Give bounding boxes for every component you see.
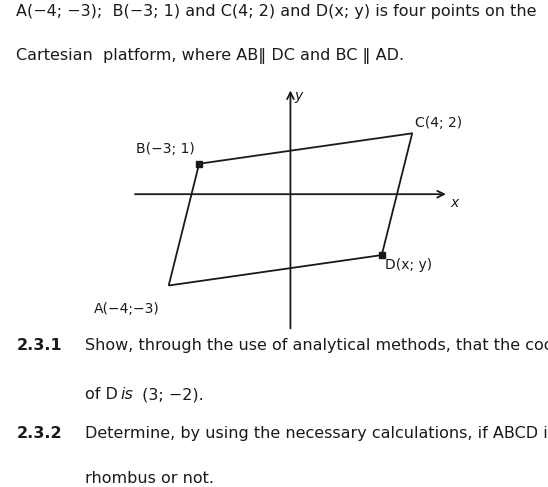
Text: y: y [294,89,302,103]
Text: Cartesian  platform, where AB‖ DC and BC ‖ AD.: Cartesian platform, where AB‖ DC and BC … [16,48,404,64]
Text: B(−3; 1): B(−3; 1) [136,142,195,156]
Text: 2.3.2: 2.3.2 [16,426,62,441]
Text: (3; −2).: (3; −2). [137,387,204,402]
Text: A(−4; −3);  B(−3; 1) and C(4; 2) and D(x; y) is four points on the: A(−4; −3); B(−3; 1) and C(4; 2) and D(x;… [16,4,537,19]
Text: of D: of D [85,387,123,402]
Text: rhombus or not.: rhombus or not. [85,471,214,486]
Text: is: is [121,387,133,402]
Text: C(4; 2): C(4; 2) [415,116,463,130]
Text: 2.3.1: 2.3.1 [16,337,62,353]
Text: A(−4;−3): A(−4;−3) [94,302,159,316]
Text: D(x; y): D(x; y) [385,258,432,272]
Text: Show, through the use of analytical methods, that the coordinates: Show, through the use of analytical meth… [85,337,548,353]
Text: Determine, by using the necessary calculations, if ABCD is a: Determine, by using the necessary calcul… [85,426,548,441]
Text: x: x [450,196,459,210]
